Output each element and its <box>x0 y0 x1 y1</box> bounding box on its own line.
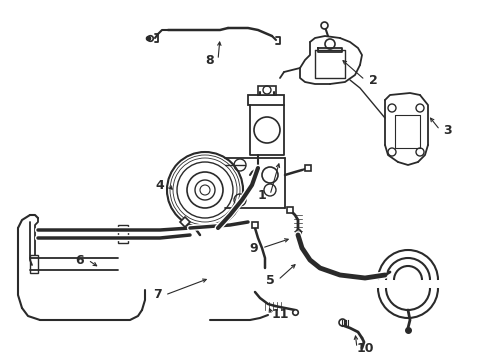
Text: 2: 2 <box>368 73 377 86</box>
Bar <box>258 86 276 95</box>
Circle shape <box>254 117 280 143</box>
Circle shape <box>195 180 215 200</box>
Text: 3: 3 <box>443 123 452 136</box>
Text: 1: 1 <box>258 189 267 202</box>
Text: 9: 9 <box>250 242 258 255</box>
Text: 6: 6 <box>75 253 84 266</box>
Circle shape <box>167 152 243 228</box>
Text: 5: 5 <box>266 274 274 287</box>
Text: 7: 7 <box>152 288 161 302</box>
Text: 4: 4 <box>156 179 164 192</box>
Circle shape <box>325 39 335 49</box>
Text: 8: 8 <box>206 54 214 67</box>
Circle shape <box>187 172 223 208</box>
Text: 11: 11 <box>271 309 289 321</box>
Bar <box>248 95 284 105</box>
Bar <box>30 255 38 273</box>
Text: 10: 10 <box>356 342 374 355</box>
Bar <box>118 225 128 243</box>
